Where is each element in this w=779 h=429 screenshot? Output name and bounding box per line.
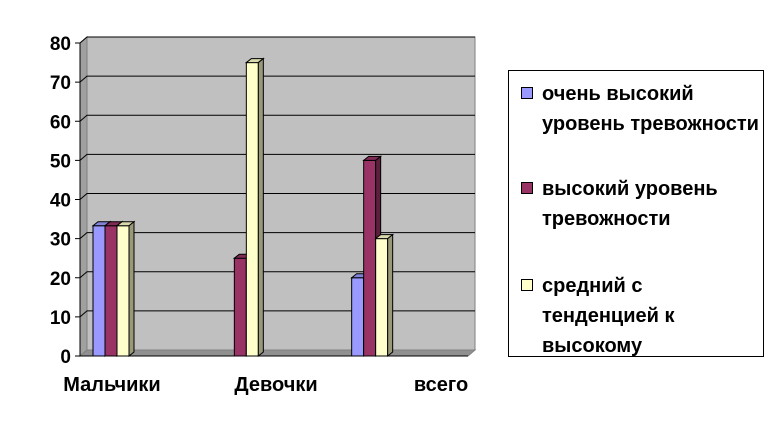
legend-label-high: высокий уровень тревожности: [542, 178, 718, 230]
y-tick-label-70: 70: [50, 73, 71, 94]
plot-floor: [78, 349, 477, 357]
bar-front-1-2: [245, 62, 259, 357]
bar-side-0-2: [128, 220, 135, 358]
gridline-80: [79, 36, 475, 44]
gridline-70: [79, 75, 475, 83]
legend-swatch-very-high: [521, 87, 533, 99]
y-tick-label-80: 80: [50, 34, 71, 55]
bar-front-0-1: [104, 225, 118, 357]
x-category-label-1: Девочки: [234, 374, 317, 396]
bar-side-2-2: [387, 233, 394, 358]
bar-front-0-0: [92, 225, 106, 357]
legend-label-medium-high: средний с тенденцией к высокому: [542, 275, 675, 357]
x-category-label-0: Мальчики: [63, 374, 160, 396]
bar-0-2: [115, 220, 136, 358]
gridline-20: [79, 271, 475, 279]
legend-label-very-high: очень высокий уровень тревожности: [542, 83, 759, 135]
gridlines: [79, 36, 475, 318]
y-tick-label-50: 50: [50, 151, 71, 172]
gridline-40: [79, 193, 475, 200]
y-tick-label-20: 20: [50, 269, 71, 290]
y-tick-label-10: 10: [50, 308, 71, 329]
y-tick-label-30: 30: [50, 230, 71, 251]
legend-item-very-high: очень высокий уровень тревожности: [521, 79, 761, 139]
x-axis-labels: Мальчики Девочки всего: [63, 374, 468, 396]
y-axis-ticks: 0 10 20 30 40 50 60 70 80: [50, 34, 468, 368]
bar-front-0-2: [116, 225, 130, 357]
x-category-label-2: всего: [414, 374, 468, 396]
bar-front-2-1: [363, 159, 377, 357]
legend-item-medium-high: средний с тенденцией к высокому: [521, 271, 761, 361]
gridline-30: [79, 232, 475, 240]
bar-front-1-1: [233, 257, 247, 357]
bar-1-2: [244, 57, 265, 358]
y-tick-label-40: 40: [50, 191, 71, 212]
legend-swatch-medium-high: [521, 279, 533, 291]
gridline-50: [79, 153, 475, 161]
legend-item-high: высокий уровень тревожности: [521, 174, 761, 234]
legend-swatch-high: [521, 182, 533, 194]
y-tick-label-60: 60: [50, 112, 71, 133]
bar-2-2: [374, 233, 395, 358]
y-tick-label-0: 0: [60, 347, 71, 368]
bar-front-2-0: [351, 277, 365, 357]
gridline-60: [79, 114, 475, 122]
bars: [91, 57, 395, 358]
legend: очень высокий уровень тревожности высоки…: [508, 70, 764, 357]
gridline-10: [79, 310, 475, 318]
bar-side-1-2: [257, 57, 264, 358]
plot-area: [78, 35, 477, 358]
bar-front-2-2: [375, 238, 389, 357]
bar-chart: 0 10 20 30 40 50 60 70 80 Мальчики Девочки всего: [50, 34, 477, 396]
